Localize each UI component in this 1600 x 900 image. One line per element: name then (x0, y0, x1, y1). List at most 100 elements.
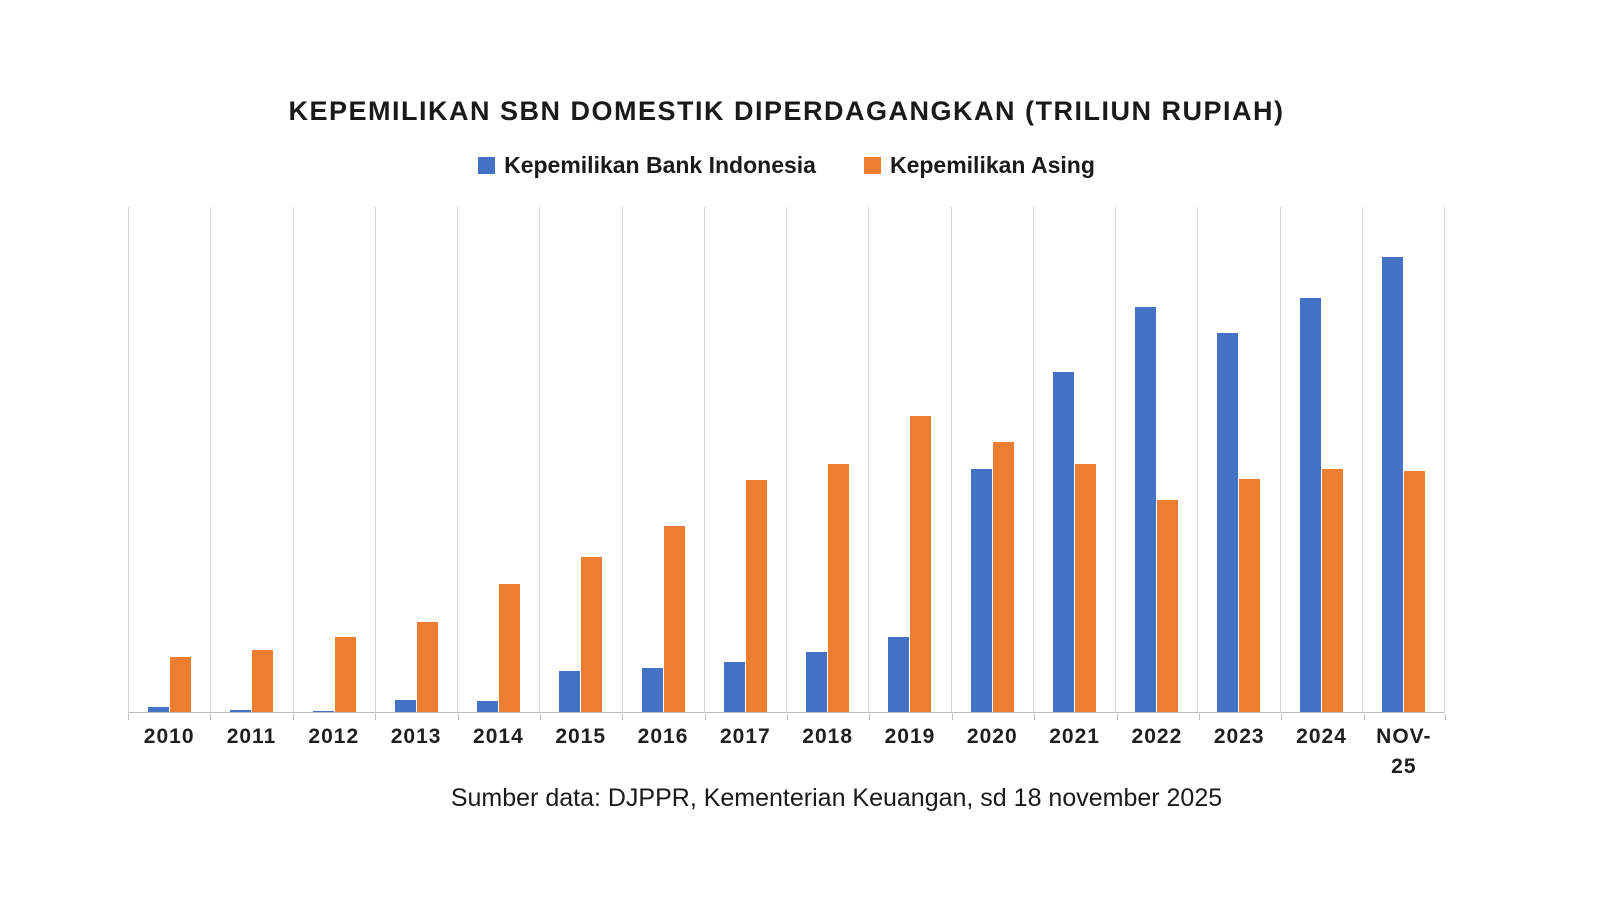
x-axis-label: 2018 (802, 725, 854, 748)
x-axis-label: 2017 (719, 725, 771, 748)
bar-group (723, 480, 767, 712)
bar (888, 637, 910, 712)
bar (477, 701, 499, 712)
bar (312, 711, 334, 712)
category-column (950, 207, 1033, 712)
x-axis-label: 2022 (1131, 725, 1183, 748)
legend-item-bank-indonesia: Kepemilikan Bank Indonesia (478, 152, 816, 179)
axis-tick (457, 714, 459, 720)
category-column (621, 207, 704, 712)
bar-group (1381, 257, 1425, 712)
axis-tick (539, 714, 541, 720)
legend-label: Kepemilikan Bank Indonesia (504, 152, 816, 178)
bar (559, 671, 581, 712)
category-column (786, 207, 868, 712)
bar-group (148, 657, 192, 712)
bar (1157, 500, 1179, 712)
bar (334, 637, 356, 712)
bar-group (394, 622, 438, 712)
bar (910, 416, 932, 712)
category-column (539, 207, 621, 712)
bar-group (559, 557, 603, 712)
category-column (374, 207, 457, 712)
x-axis-labels: 2010 2011 2012 2013 2014 2015 2016 2017 2018 2019… (128, 722, 1445, 783)
x-axis-label: 2015 (555, 725, 607, 748)
axis-tick (951, 714, 953, 720)
axis-tick (375, 714, 377, 720)
bar (641, 668, 663, 712)
bar (1299, 298, 1321, 712)
bar (1217, 333, 1239, 712)
category-column (128, 207, 210, 712)
x-axis-label: 2012 (308, 725, 360, 748)
x-axis-label: 2014 (473, 725, 524, 748)
chart-title: KEPEMILIKAN SBN DOMESTIK DIPERDAGANGKAN … (288, 96, 1285, 126)
bar (499, 584, 521, 712)
x-axis-label: 2011 (226, 725, 277, 748)
bar-group (970, 442, 1014, 712)
axis-tick (1281, 714, 1283, 720)
category-column (1279, 207, 1362, 712)
bar-group (1217, 333, 1261, 712)
category-column (457, 207, 539, 712)
bar (170, 657, 192, 712)
bar (230, 710, 252, 712)
x-axis-label: 2021 (1049, 725, 1100, 748)
category-column (703, 207, 786, 712)
category-column (292, 207, 375, 712)
bar (394, 700, 416, 712)
category-column (210, 207, 292, 712)
bar (1403, 471, 1425, 712)
bar-group (641, 526, 685, 712)
category-column (1361, 207, 1444, 712)
category-column (1032, 207, 1115, 712)
x-axis-ticks (128, 714, 1446, 720)
x-axis-label: 2016 (637, 725, 689, 748)
legend-label: Kepemilikan Asing (889, 152, 1095, 178)
axis-tick (787, 714, 788, 720)
x-axis-label: 2019 (884, 725, 936, 748)
axis-tick (210, 714, 212, 720)
x-axis-label: NOV-25 (1376, 725, 1432, 779)
x-axis-label: 2024 (1296, 725, 1347, 748)
plot-area (128, 207, 1445, 713)
bar-group (806, 464, 850, 712)
x-axis-label: 2010 (143, 725, 195, 748)
bar (252, 650, 274, 712)
category-column (1115, 207, 1197, 712)
bar (806, 652, 828, 712)
axis-tick (1198, 714, 1200, 720)
source-note: Sumber data: DJPPR, Kementerian Keuangan… (450, 784, 1223, 812)
bar-group (1135, 307, 1179, 712)
bar (745, 480, 767, 712)
bar (1239, 479, 1261, 712)
axis-tick (622, 714, 624, 720)
bar (581, 557, 603, 712)
legend-swatch-blue (478, 157, 496, 174)
legend: Kepemilikan Bank Indonesia Kepemilikan A… (128, 152, 1445, 179)
category-column (868, 207, 950, 712)
bar (1381, 257, 1403, 712)
axis-tick (1445, 714, 1446, 720)
category-column (1197, 207, 1279, 712)
axis-tick (1116, 714, 1118, 720)
bar (1135, 307, 1157, 712)
legend-swatch-orange (863, 157, 881, 174)
bar-group (230, 650, 274, 712)
axis-tick (292, 714, 294, 720)
legend-item-asing: Kepemilikan Asing (863, 152, 1095, 179)
axis-tick (704, 714, 706, 720)
axis-tick (1363, 714, 1365, 720)
axis-tick (128, 714, 129, 720)
bar (1321, 469, 1343, 712)
bar-group (312, 637, 356, 712)
bar (828, 464, 850, 712)
bar-group (1052, 372, 1096, 712)
bar (1074, 464, 1096, 712)
bar (992, 442, 1014, 712)
axis-tick (869, 714, 871, 720)
bar-group (1299, 298, 1343, 712)
bar (663, 526, 685, 712)
axis-tick (1034, 714, 1036, 720)
bar (723, 662, 745, 712)
